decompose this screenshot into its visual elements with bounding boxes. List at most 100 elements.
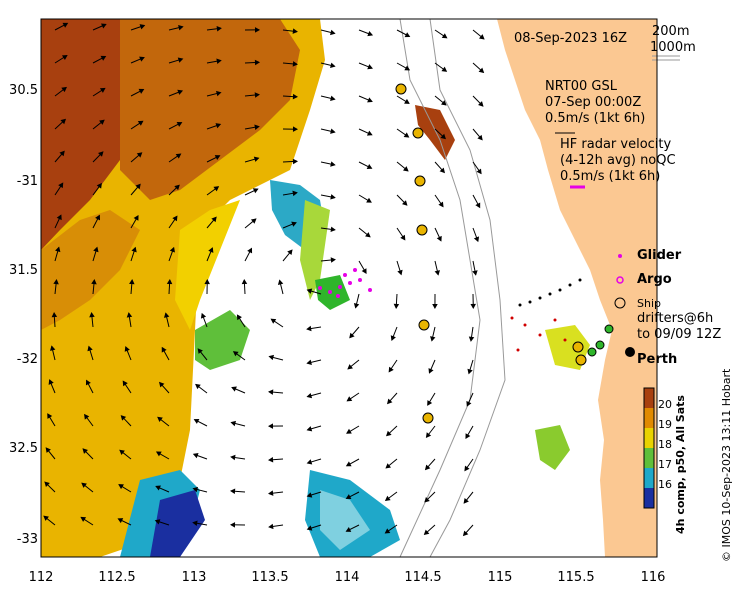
velocity-arrow-head: [161, 346, 167, 353]
velocity-arrow-head: [430, 336, 436, 342]
velocity-arrow-head: [100, 55, 107, 61]
velocity-arrow-head: [177, 89, 184, 95]
legend-drifters-1: drifters@6h: [637, 311, 714, 326]
drifter-markers: [395, 83, 587, 424]
velocity-arrow-head: [89, 312, 95, 318]
velocity-arrow-head: [58, 182, 64, 189]
velocity-arrow-head: [166, 278, 173, 285]
velocity-arrow-head: [101, 23, 107, 29]
nrt-scale: 0.5m/s (1kt 6h): [545, 111, 646, 126]
velocity-arrow-head: [464, 465, 470, 472]
velocity-arrow-head: [174, 184, 180, 191]
velocity-arrow-head: [229, 488, 236, 495]
velocity-arrow-head: [135, 183, 141, 190]
velocity-arrow-head: [478, 34, 485, 40]
velocity-arrow-head: [436, 235, 442, 242]
velocity-arrow-head: [204, 278, 210, 285]
velocity-arrow-head: [129, 279, 135, 285]
velocity-arrow-head: [60, 118, 67, 125]
velocity-arrow-head: [438, 201, 444, 208]
y-tick-32: -32: [16, 352, 38, 367]
velocity-arrow-head: [366, 130, 373, 136]
velocity-arrow-head: [330, 62, 336, 69]
velocity-arrow-head: [139, 24, 146, 30]
argo-legend-marker: [616, 276, 624, 284]
velocity-arrow-head: [441, 66, 448, 72]
y-tick-33: -33: [16, 532, 38, 547]
velocity-arrow-head: [177, 57, 184, 63]
velocity-arrow-head: [213, 186, 220, 192]
velocity-arrow-head: [384, 528, 391, 534]
velocity-arrow-head: [424, 497, 430, 503]
velocity-arrow-head: [465, 433, 471, 440]
velocity-arrow-head: [330, 194, 336, 200]
velocity-arrow-head: [230, 454, 236, 461]
velocity-arrow-head: [386, 398, 393, 405]
velocity-arrow-head: [306, 325, 312, 332]
velocity-arrow-head: [122, 380, 128, 387]
velocity-arrow-head: [87, 345, 93, 352]
velocity-arrow-head: [195, 383, 201, 390]
colorbar-tick-17: 17: [658, 458, 672, 471]
velocity-arrow-head: [138, 88, 145, 94]
hf-scale: 0.5m/s (1kt 6h): [560, 169, 661, 184]
velocity-arrow-head: [440, 133, 446, 140]
x-tick-115-5: 115.5: [557, 570, 595, 585]
colorbar-tick-18: 18: [658, 438, 672, 451]
velocity-arrow-head: [425, 432, 432, 438]
ship-legend-marker: [614, 297, 626, 309]
velocity-arrow-head: [475, 202, 481, 209]
glider-legend-marker: [618, 254, 622, 258]
velocity-arrow-head: [366, 164, 373, 169]
velocity-arrow-head: [232, 351, 239, 357]
colorbar-title: 4h comp, p50, All Sats: [674, 395, 687, 534]
velocity-arrow-head: [137, 120, 144, 126]
velocity-arrow-head: [193, 418, 200, 424]
isobath-1000m: [429, 18, 506, 558]
velocity-arrow-head: [117, 518, 124, 524]
velocity-arrow-head: [292, 190, 298, 197]
y-tick-32-5: 32.5: [9, 441, 38, 456]
glider-dots: [318, 268, 372, 298]
velocity-arrow-head: [367, 64, 373, 70]
velocity-arrow-head: [403, 132, 410, 138]
velocity-arrow-head: [365, 232, 371, 238]
velocity-arrow-head: [250, 218, 257, 224]
velocity-arrow-head: [241, 278, 248, 285]
velocity-arrow-head: [367, 97, 373, 103]
hf-title-2: (4-12h avg) noQC: [560, 153, 676, 168]
velocity-arrow-head: [306, 492, 313, 498]
velocity-arrow-head: [361, 268, 367, 274]
velocity-arrow-head: [253, 156, 260, 162]
velocity-arrow-head: [292, 61, 298, 67]
depth-label-1000: 1000m: [650, 40, 696, 55]
hf-title-1: HF radar velocity: [560, 137, 672, 152]
velocity-arrow-head: [306, 288, 313, 294]
date-label: 08-Sep-2023 16Z: [514, 31, 628, 46]
velocity-arrow-head: [346, 396, 353, 402]
legend-argo: Argo: [637, 272, 672, 287]
velocity-arrow-head: [390, 335, 396, 341]
velocity-arrow-head: [345, 494, 352, 500]
velocity-arrow-head: [247, 247, 253, 254]
x-tick-113: 113: [181, 570, 207, 585]
velocity-arrow-head: [287, 249, 293, 256]
velocity-arrow-head: [292, 126, 299, 132]
velocity-arrow-head: [80, 516, 87, 522]
velocity-arrow-head: [53, 279, 59, 285]
velocity-arrow-head: [388, 366, 394, 373]
velocity-arrow-head: [292, 93, 299, 100]
y-tick-31-5: 31.5: [9, 263, 38, 278]
velocity-arrow-head: [306, 426, 313, 432]
velocity-arrow-head: [478, 101, 484, 107]
velocity-arrow-head: [292, 28, 298, 34]
x-tick-113-5: 113.5: [251, 570, 289, 585]
velocity-arrow-head: [51, 311, 58, 318]
velocity-arrow-head: [59, 150, 65, 157]
velocity-arrow-head: [119, 449, 125, 455]
velocity-arrow-head: [423, 529, 430, 536]
velocity-arrow-head: [96, 182, 102, 189]
velocity-arrow-head: [84, 413, 90, 420]
x-tick-115: 115: [487, 570, 513, 585]
velocity-arrow-head: [292, 158, 299, 165]
